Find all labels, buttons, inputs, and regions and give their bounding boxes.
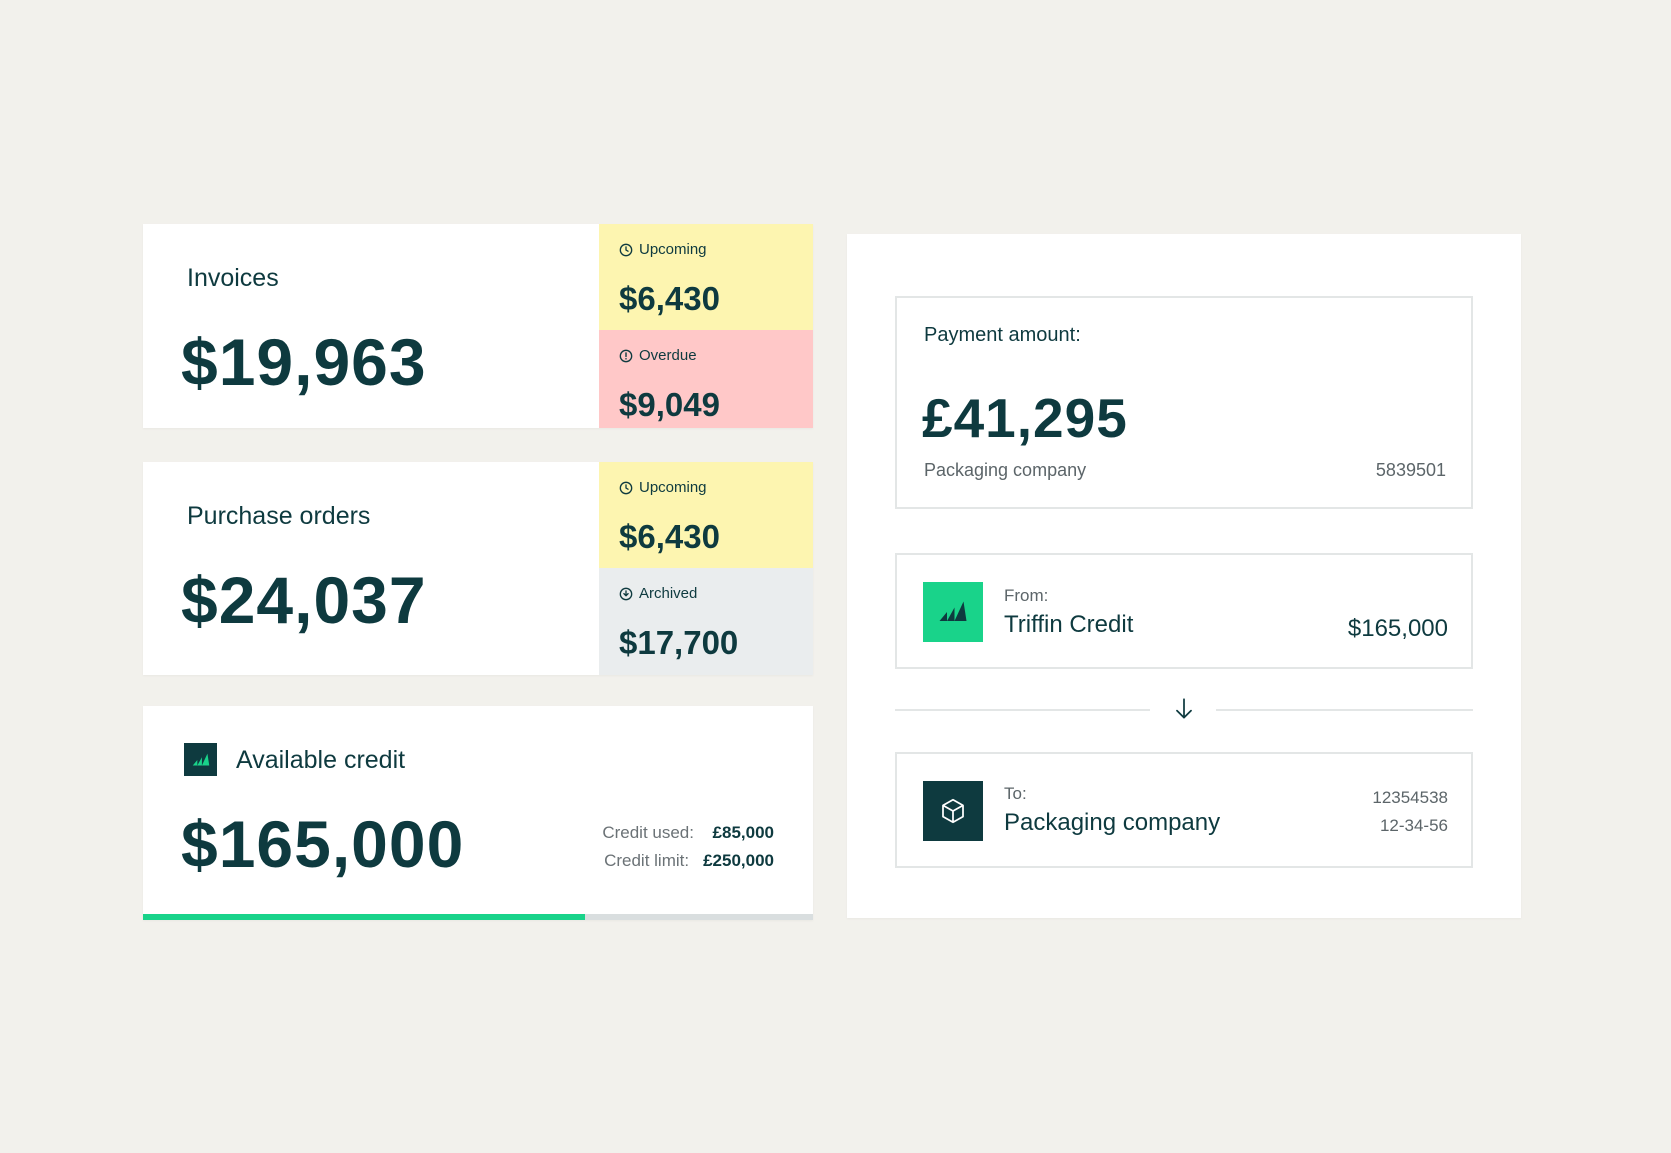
payment-amount-label: Payment amount: — [924, 324, 1081, 346]
available-credit-title: Available credit — [236, 746, 406, 774]
from-name: Triffin Credit — [1004, 611, 1134, 638]
invoices-upcoming-value: $6,430 — [619, 280, 720, 317]
invoices-overdue-label: Overdue — [619, 347, 697, 364]
transfer-divider-right — [1216, 709, 1473, 711]
available-credit-card[interactable]: Available credit $165,000 Credit used: £… — [143, 706, 813, 920]
to-account-box[interactable]: To: Packaging company 12354538 12-34-56 — [895, 752, 1473, 868]
po-upcoming-text: Upcoming — [639, 479, 707, 496]
credit-progress-bar — [143, 914, 813, 920]
purchase-orders-total: $24,037 — [181, 563, 427, 637]
po-archived-text: Archived — [639, 585, 698, 602]
triffin-logo-icon — [184, 743, 217, 776]
credit-progress-fill — [143, 914, 586, 920]
triffin-logo-icon — [923, 582, 983, 642]
credit-used-value: £85,000 — [712, 823, 774, 842]
po-upcoming-label: Upcoming — [619, 479, 707, 496]
from-label: From: — [1004, 586, 1049, 605]
package-box-icon — [923, 781, 983, 841]
from-amount: $165,000 — [1347, 615, 1448, 642]
payment-reference: 5839501 — [1375, 460, 1446, 480]
credit-details: Credit used: £85,000 Credit limit: £250,… — [602, 823, 774, 879]
invoices-total: $19,963 — [181, 325, 427, 399]
credit-used-row: Credit used: £85,000 — [602, 823, 774, 843]
po-archived-label: Archived — [619, 585, 697, 602]
credit-used-label: Credit used: — [602, 823, 694, 842]
from-account-box[interactable]: From: Triffin Credit $165,000 — [895, 553, 1473, 669]
transfer-divider-left — [895, 709, 1150, 711]
payment-amount-box: Payment amount: £41,295 Packaging compan… — [895, 296, 1473, 509]
alert-circle-icon — [619, 349, 633, 362]
to-label: To: — [1004, 784, 1027, 803]
to-account-details: 12354538 12-34-56 — [1372, 784, 1448, 840]
invoices-upcoming-label: Upcoming — [619, 241, 707, 258]
available-credit-total: $165,000 — [181, 807, 465, 881]
arrow-down-icon — [1171, 696, 1197, 722]
credit-limit-row: Credit limit: £250,000 — [602, 851, 774, 871]
credit-limit-label: Credit limit: — [604, 851, 690, 870]
purchase-orders-card[interactable]: Purchase orders $24,037 Upcoming $6,430 … — [143, 462, 813, 675]
invoices-overdue-text: Overdue — [639, 347, 697, 364]
po-upcoming-panel[interactable]: Upcoming $6,430 — [599, 462, 813, 568]
clock-icon — [619, 243, 633, 256]
invoices-overdue-panel[interactable]: Overdue $9,049 — [599, 330, 813, 428]
invoices-overdue-value: $9,049 — [619, 386, 720, 423]
to-sort-code: 12-34-56 — [1379, 816, 1448, 835]
invoices-upcoming-panel[interactable]: Upcoming $6,430 — [599, 224, 813, 330]
po-archived-value: $17,700 — [619, 624, 739, 661]
archive-circle-icon — [619, 587, 633, 600]
purchase-orders-summary: Purchase orders $24,037 — [143, 462, 599, 675]
payment-company: Packaging company — [924, 460, 1087, 480]
purchase-orders-title: Purchase orders — [187, 502, 371, 530]
to-name: Packaging company — [1004, 809, 1221, 836]
credit-limit-value: £250,000 — [703, 851, 774, 870]
payment-amount-value: £41,295 — [922, 387, 1128, 449]
invoices-summary: Invoices $19,963 — [143, 224, 599, 428]
payment-panel: Payment amount: £41,295 Packaging compan… — [847, 234, 1521, 918]
invoices-upcoming-text: Upcoming — [639, 241, 707, 258]
to-account-number: 12354538 — [1372, 788, 1448, 807]
clock-icon — [619, 481, 633, 494]
invoices-card[interactable]: Invoices $19,963 Upcoming $6,430 Overdue… — [143, 224, 813, 428]
invoices-title: Invoices — [187, 264, 279, 292]
po-archived-panel[interactable]: Archived $17,700 — [599, 568, 813, 675]
po-upcoming-value: $6,430 — [619, 518, 720, 555]
